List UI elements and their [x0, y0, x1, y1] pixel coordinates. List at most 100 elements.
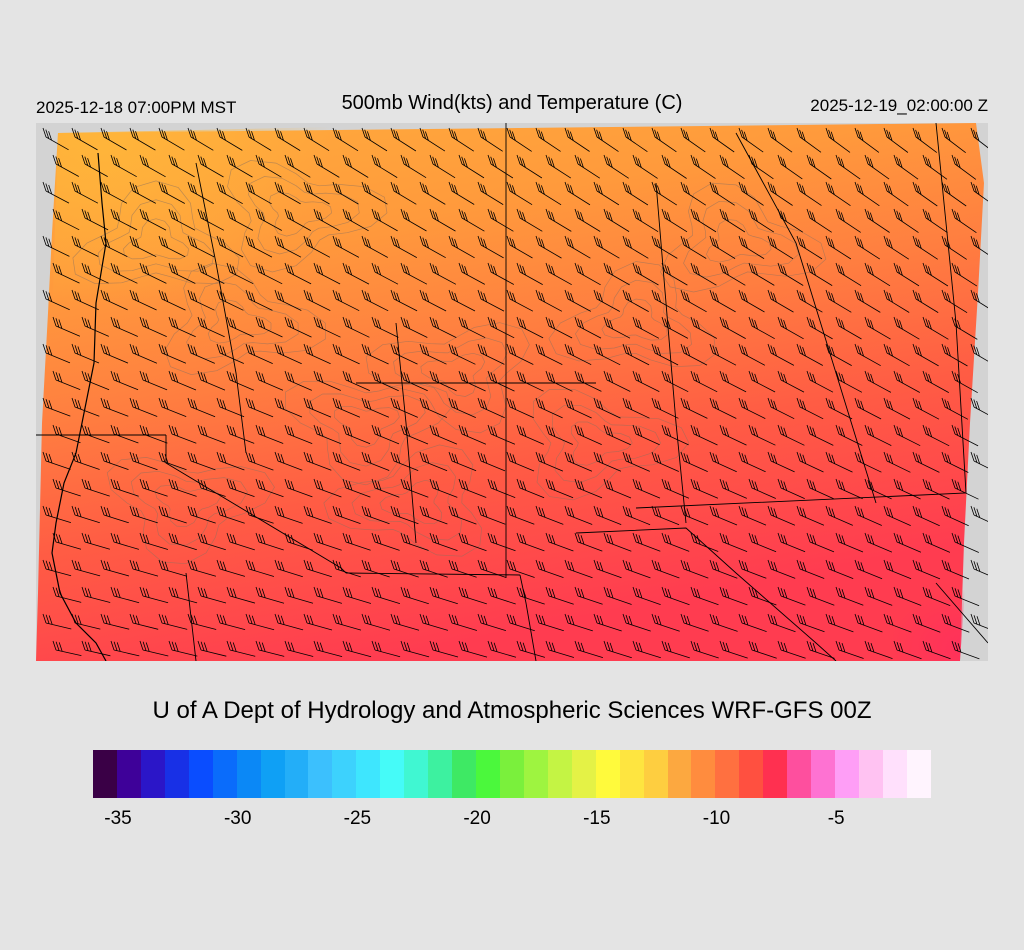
wind-barb — [709, 127, 735, 153]
terrain-contour — [72, 180, 240, 284]
colorbar-swatch — [356, 750, 381, 798]
wind-barb — [622, 397, 650, 419]
wind-barb — [197, 424, 226, 444]
wind-barb — [313, 532, 342, 551]
wind-barb — [332, 343, 360, 365]
border-nv-az — [345, 572, 521, 576]
terrain-contour — [571, 421, 633, 466]
wind-barb — [332, 505, 361, 524]
wind-barb — [777, 208, 804, 233]
wind-barb — [777, 262, 804, 286]
wind-barb — [545, 478, 574, 499]
wind-barb — [129, 235, 157, 258]
wind-barb — [303, 181, 330, 205]
wind-barb — [767, 343, 795, 366]
border-inner-5 — [185, 572, 197, 661]
wind-barb — [52, 316, 81, 337]
wind-barb — [197, 532, 226, 551]
wind-barb — [458, 478, 487, 498]
colorbar-swatch — [332, 750, 357, 798]
map-canvas — [36, 123, 988, 661]
wind-barb — [516, 640, 546, 658]
wind-barb — [400, 262, 428, 285]
wind-barb — [748, 424, 776, 446]
wind-barb — [52, 370, 81, 390]
wind-barb — [81, 532, 111, 550]
wind-barb — [110, 370, 139, 391]
wind-barb — [187, 559, 217, 577]
wind-barb — [52, 478, 81, 497]
wind-barb — [951, 478, 979, 500]
wind-barb — [71, 613, 101, 630]
temperature-field — [36, 123, 984, 661]
wind-barb — [564, 235, 591, 259]
wind-barb — [187, 181, 214, 204]
wind-barb — [680, 505, 709, 526]
wind-barb — [429, 424, 458, 445]
wind-barb — [777, 154, 803, 180]
wind-barb — [777, 532, 806, 553]
wind-barb — [690, 316, 717, 339]
wind-barb — [303, 235, 331, 258]
wind-barb — [197, 154, 224, 178]
wind-barb — [139, 370, 168, 391]
wind-barb — [883, 397, 911, 420]
wind-barb — [835, 154, 861, 180]
wind-barb — [429, 532, 458, 551]
wind-barb — [535, 235, 562, 259]
wind-barb — [187, 613, 217, 630]
wind-barb — [574, 262, 601, 286]
wind-barb — [274, 505, 303, 524]
wind-barb — [922, 154, 948, 180]
wind-barb — [738, 505, 767, 526]
wind-barb — [883, 181, 909, 207]
wind-barb — [516, 208, 543, 232]
wind-barb — [429, 640, 459, 658]
wind-barb — [680, 289, 707, 313]
wind-barb — [371, 424, 400, 445]
wind-barb — [835, 262, 862, 287]
wind-barb — [806, 154, 832, 180]
colorbar-swatch — [619, 750, 644, 798]
wind-barb — [719, 316, 746, 339]
wind-barb — [52, 262, 80, 284]
wind-barb — [129, 181, 156, 204]
wind-barb — [448, 343, 476, 365]
wind-barb — [777, 478, 805, 499]
wind-barb — [941, 127, 966, 154]
wind-barb — [284, 370, 312, 391]
wind-barb — [187, 289, 215, 311]
wind-barb — [506, 343, 534, 365]
wind-barb — [390, 505, 419, 525]
wind-barb — [719, 370, 747, 393]
wind-barb — [313, 478, 342, 498]
wind-barb — [284, 424, 313, 444]
colorbar-tick-label: -20 — [463, 808, 491, 829]
wind-barb — [574, 208, 601, 232]
colorbar-tick-label: -30 — [223, 808, 252, 829]
wind-barb — [883, 235, 910, 260]
wind-barb — [168, 316, 196, 338]
colorbar-swatch — [595, 750, 620, 798]
wind-barb — [274, 613, 304, 631]
wind-barb — [197, 640, 227, 657]
wind-barb — [255, 370, 284, 391]
wind-barb — [158, 451, 187, 471]
wind-barb — [284, 262, 312, 285]
wind-barb — [883, 343, 910, 367]
wind-barb — [477, 343, 505, 365]
wind-barb — [912, 235, 938, 260]
wind-barb — [825, 559, 854, 579]
wind-barb — [603, 316, 631, 339]
wind-barb — [564, 127, 590, 152]
wind-barb — [748, 154, 774, 180]
wind-barb — [690, 478, 719, 499]
wind-barb — [274, 451, 303, 471]
wind-barb — [371, 262, 399, 285]
wind-barb — [400, 154, 427, 179]
wind-barb — [419, 613, 449, 631]
wind-barb — [951, 370, 978, 394]
wind-barb — [690, 370, 718, 393]
wind-barb — [448, 451, 477, 472]
wind-barb — [574, 424, 602, 445]
